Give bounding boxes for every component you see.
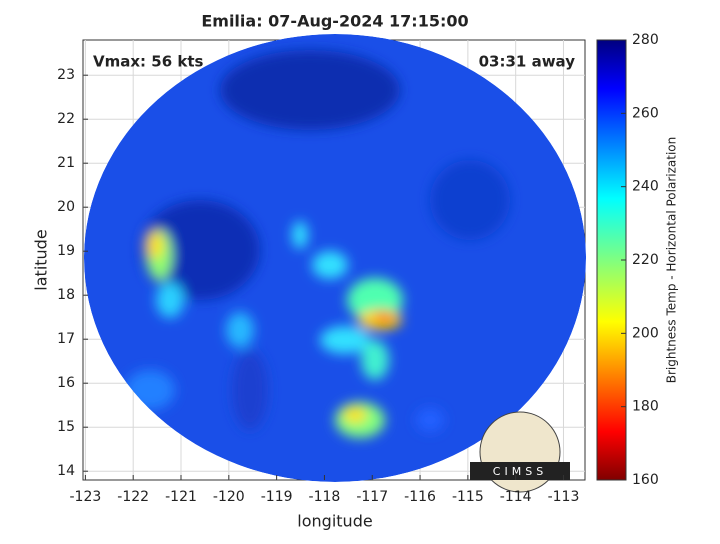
cloud-feature [320, 326, 370, 354]
x-tick-label: -121 [165, 489, 197, 505]
x-tick-label: -116 [404, 489, 436, 505]
annotation: 03:31 away [479, 53, 576, 71]
x-tick-label: -122 [117, 489, 149, 505]
cloud-feature [226, 312, 254, 348]
cloud-feature [156, 282, 184, 318]
x-tick-label: -123 [69, 489, 101, 505]
x-tick-label: -114 [500, 489, 532, 505]
cloud-feature [220, 50, 400, 130]
colorbar-tick-label: 160 [632, 472, 659, 488]
colorbar-tick-label: 280 [632, 32, 659, 48]
image [84, 34, 586, 482]
cloud-feature [361, 340, 389, 380]
y-tick-label: 20 [57, 199, 75, 215]
cloud-feature [312, 251, 348, 279]
x-axis-label: longitude [297, 512, 372, 531]
colorbar-tick-label: 200 [632, 325, 659, 341]
x-tick-label: -118 [309, 489, 341, 505]
colorbar-tick-label: 220 [632, 252, 659, 268]
colorbar-tick-label: 260 [632, 105, 659, 121]
y-tick-label: 14 [57, 463, 75, 479]
x-tick-label: -113 [548, 489, 580, 505]
cloud-feature [140, 200, 260, 300]
x-tick-label: -117 [356, 489, 388, 505]
y-tick-label: 17 [57, 331, 75, 347]
y-axis-label: latitude [32, 229, 51, 290]
colorbar-tick-label: 240 [632, 179, 659, 195]
cloud-feature [343, 407, 367, 423]
y-tick-label: 23 [57, 67, 75, 83]
y-tick-label: 16 [57, 375, 75, 391]
y-tick-label: 15 [57, 419, 75, 435]
x-tick-label: -115 [452, 489, 484, 505]
y-tick-label: 22 [57, 111, 75, 127]
annotation: Vmax: 56 kts [93, 53, 203, 71]
cloud-feature [375, 312, 395, 322]
chart-title: Emilia: 07-Aug-2024 17:15:00 [201, 12, 468, 31]
logo: CIMSS [470, 411, 570, 493]
colorbar-label: Brightness Temp - Horizontal Polarizatio… [665, 137, 679, 384]
cloud-feature [292, 221, 308, 249]
x-tick-label: -119 [261, 489, 293, 505]
cloud-feature [147, 231, 163, 259]
colorbar-tick-label: 180 [632, 399, 659, 415]
cloud-feature [416, 408, 444, 432]
y-tick-label: 21 [57, 155, 75, 171]
cloud-feature [232, 350, 268, 430]
cloud-feature [430, 160, 510, 240]
x-tick-label: -120 [213, 489, 245, 505]
y-tick-label: 19 [57, 243, 75, 259]
y-tick-label: 18 [57, 287, 75, 303]
logo-text: CIMSS [493, 465, 547, 478]
